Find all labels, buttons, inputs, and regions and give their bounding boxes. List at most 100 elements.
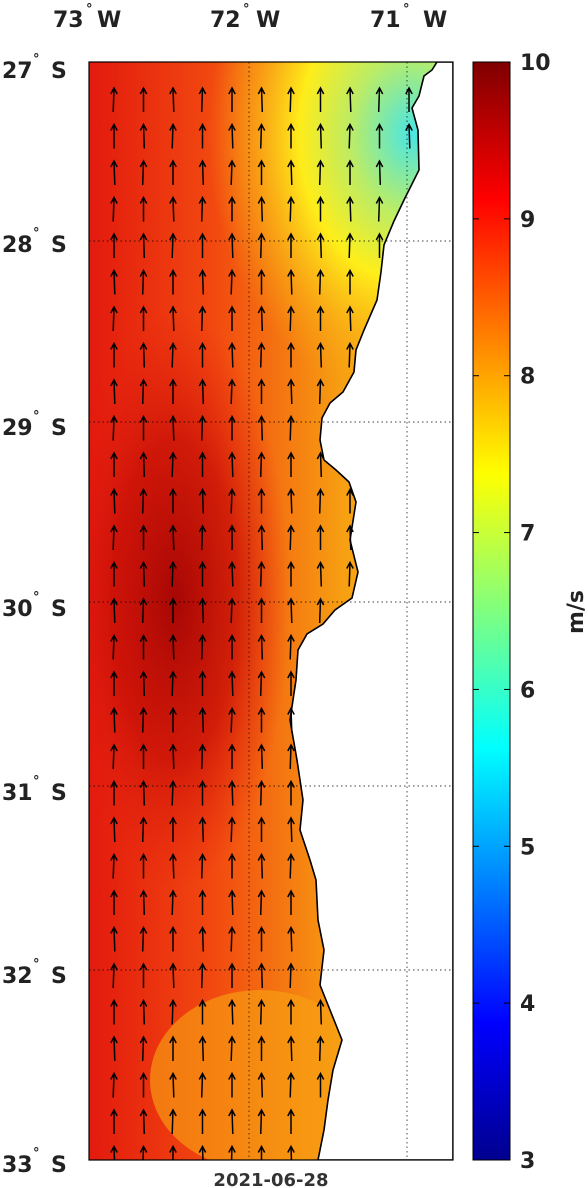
wind-arrow (110, 1108, 118, 1134)
wind-arrow (139, 1035, 148, 1062)
wind-arrow (198, 378, 207, 405)
wind-arrow (316, 122, 325, 149)
wind-arrow (139, 232, 148, 259)
lat-label-27: 27 (2, 59, 33, 84)
wind-arrow (228, 962, 236, 988)
wind-arrow (139, 633, 148, 660)
wind-arrow (169, 1108, 177, 1135)
wind-arrow (198, 159, 207, 186)
wind-arrow (257, 268, 266, 295)
wind-arrow (169, 451, 177, 478)
wind-arrow (110, 378, 118, 405)
wind-arrow (287, 1108, 295, 1134)
wind-arrow (198, 1144, 207, 1160)
wind-arrow (169, 195, 177, 222)
wind-arrow (287, 487, 295, 514)
wind-arrow (198, 889, 207, 915)
wind-arrow (169, 232, 177, 259)
wind-arrow (287, 122, 295, 149)
wind-arrow (257, 524, 266, 551)
wind-arrow (110, 670, 118, 696)
wind-arrow (257, 670, 266, 697)
wind-arrow (139, 962, 148, 988)
wind-arrow (110, 597, 118, 624)
wind-arrow (198, 1108, 207, 1134)
wind-arrow (316, 998, 325, 1025)
lat-hemi-33: S (51, 1153, 67, 1178)
wind-arrow (287, 232, 295, 258)
wind-arrow (110, 962, 118, 989)
wind-arrow (198, 487, 207, 514)
wind-arrow (169, 998, 177, 1025)
wind-arrow (110, 1071, 118, 1098)
wind-arrow (110, 159, 118, 186)
wind-arrow (169, 487, 177, 514)
wind-arrow (316, 1035, 325, 1062)
wind-arrow (287, 268, 295, 295)
wind-arrow (228, 706, 236, 733)
wind-arrow (169, 414, 177, 441)
wind-arrow (198, 195, 207, 222)
wind-arrow (405, 122, 413, 149)
colorbar-tick-label: 10 (520, 51, 551, 76)
wind-arrow (316, 86, 325, 112)
wind-arrow (228, 743, 236, 769)
wind-arrow (287, 1071, 295, 1098)
wind-arrow (198, 1071, 207, 1098)
wind-arrow (198, 268, 207, 295)
colorbar-gradient (472, 61, 511, 1161)
wind-arrow (198, 706, 207, 733)
wind-arrow (257, 962, 266, 989)
lat-label-29: 29 (2, 416, 33, 441)
wind-arrow (316, 1071, 325, 1098)
wind-arrow (228, 86, 236, 112)
wind-arrow (139, 779, 148, 806)
wind-arrow (110, 998, 118, 1025)
lat-label-33: 33 (2, 1153, 33, 1178)
wind-arrow (346, 268, 354, 295)
wind-arrow (287, 341, 295, 368)
lat-hemi-31: S (51, 781, 67, 806)
colorbar-unit-label: m/s (564, 590, 588, 634)
wind-arrow (198, 633, 207, 660)
wind-arrow (316, 341, 325, 368)
wind-arrow (257, 560, 266, 587)
wind-arrow (287, 633, 295, 660)
wind-arrow (169, 670, 177, 697)
wind-arrow (257, 998, 266, 1025)
wind-arrow (257, 597, 266, 623)
wind-arrow (287, 414, 295, 441)
wind-arrow (346, 159, 354, 185)
wind-arrow (169, 159, 177, 185)
wind-arrow (169, 305, 177, 332)
wind-arrow (228, 1071, 236, 1098)
lon-label-72: 72 (210, 8, 241, 33)
wind-arrow (110, 341, 118, 368)
wind-arrow (198, 998, 207, 1025)
wind-arrow (346, 341, 354, 368)
wind-arrow (228, 378, 236, 405)
wind-arrow (198, 232, 207, 258)
wind-arrow (228, 195, 236, 222)
wind-arrow (346, 86, 354, 113)
wind-arrow (316, 597, 325, 624)
wind-arrow (139, 1108, 148, 1135)
lat-label-31: 31 (2, 781, 33, 806)
wind-arrow (287, 378, 295, 405)
wind-arrow (375, 195, 384, 222)
wind-arrow (198, 524, 207, 551)
plot-area (89, 62, 453, 1160)
wind-arrow (110, 122, 118, 149)
wind-arrow (110, 1035, 118, 1062)
wind-arrow (139, 86, 148, 112)
wind-arrow (198, 670, 207, 696)
wind-arrow (110, 451, 118, 477)
colorbar-tick-label: 3 (520, 1149, 535, 1174)
wind-arrow (139, 378, 148, 405)
wind-arrow (287, 962, 295, 989)
lat-hemi-27: S (51, 59, 67, 84)
wind-arrow (287, 779, 295, 806)
wind-arrow (139, 816, 148, 843)
wind-arrow (139, 451, 148, 478)
wind-arrow (346, 305, 354, 332)
